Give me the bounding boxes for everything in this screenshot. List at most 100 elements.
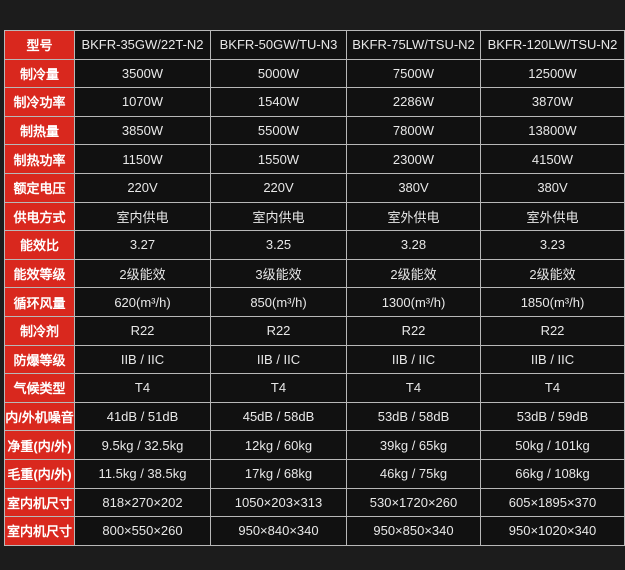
- table-cell: 50kg / 101kg: [480, 430, 625, 460]
- table-cell: T4: [210, 373, 347, 403]
- table-cell: 室外供电: [480, 201, 625, 232]
- table-cell: 818×270×202: [74, 487, 211, 518]
- table-cell: 53dB / 58dB: [346, 401, 481, 432]
- table-cell: 2300W: [346, 144, 481, 174]
- table-row: 内/外机噪音 41dB / 51dB 45dB / 58dB 53dB / 58dB 5…: [4, 401, 625, 432]
- table-row: 制冷功率 1070W 1540W 2286W 3870W: [4, 87, 625, 117]
- table-cell: IIB / IIC: [346, 344, 481, 375]
- table-cell: 3.25: [210, 230, 347, 260]
- table-cell: 1050×203×313: [210, 487, 347, 518]
- table-cell: 45dB / 58dB: [210, 401, 347, 432]
- table-cell: R22: [346, 315, 481, 346]
- table-row: 室内机尺寸 818×270×202 1050×203×313 530×1720×260…: [4, 487, 625, 518]
- row-label: 供电方式: [4, 201, 75, 232]
- table-row: 制冷量 3500W 5000W 7500W 12500W: [4, 58, 625, 89]
- table-row: 防爆等级 IIB / IIC IIB / IIC IIB / IIC IIB / IIC: [4, 344, 625, 375]
- table-cell: 53dB / 59dB: [480, 401, 625, 432]
- table-cell: R22: [480, 315, 625, 346]
- table-cell: 2级能效: [346, 258, 481, 289]
- table-cell: 1550W: [210, 144, 347, 174]
- spec-table: 型号 BKFR-35GW/22T-N2 BKFR-50GW/TU-N3 BKFR-75…: [4, 30, 625, 546]
- table-cell: 66kg / 108kg: [480, 458, 625, 489]
- table-cell: 3.28: [346, 230, 481, 260]
- table-cell: 530×1720×260: [346, 487, 481, 518]
- table-cell: 1070W: [74, 87, 211, 117]
- table-cell: 12kg / 60kg: [210, 430, 347, 460]
- table-cell: IIB / IIC: [210, 344, 347, 375]
- table-cell: 41dB / 51dB: [74, 401, 211, 432]
- table-cell: R22: [210, 315, 347, 346]
- table-cell: 380V: [480, 172, 625, 203]
- row-label: 能效等级: [4, 258, 75, 289]
- table-cell: T4: [74, 373, 211, 403]
- table-row: 能效比 3.27 3.25 3.28 3.23: [4, 230, 625, 260]
- row-label: 能效比: [4, 230, 75, 260]
- table-cell: 3.27: [74, 230, 211, 260]
- table-cell: 7500W: [346, 58, 481, 89]
- table-cell: 2级能效: [74, 258, 211, 289]
- table-cell: 1540W: [210, 87, 347, 117]
- table-cell: 220V: [210, 172, 347, 203]
- table-cell: 1850(m³/h): [480, 287, 625, 317]
- table-cell: BKFR-120LW/TSU-N2: [480, 30, 625, 60]
- row-label: 防爆等级: [4, 344, 75, 375]
- table-cell: 7800W: [346, 115, 481, 146]
- row-label: 制冷量: [4, 58, 75, 89]
- table-cell: 2286W: [346, 87, 481, 117]
- table-cell: 2级能效: [480, 258, 625, 289]
- row-label: 制热量: [4, 115, 75, 146]
- table-cell: 850(m³/h): [210, 287, 347, 317]
- table-cell: 950×1020×340: [480, 516, 625, 546]
- table-cell: T4: [346, 373, 481, 403]
- table-cell: 950×840×340: [210, 516, 347, 546]
- row-label: 毛重(内/外): [4, 458, 75, 489]
- table-cell: 1150W: [74, 144, 211, 174]
- table-row: 气候类型 T4 T4 T4 T4: [4, 373, 625, 403]
- table-row: 额定电压 220V 220V 380V 380V: [4, 172, 625, 203]
- table-cell: 12500W: [480, 58, 625, 89]
- table-cell: 11.5kg / 38.5kg: [74, 458, 211, 489]
- table-cell: 13800W: [480, 115, 625, 146]
- table-cell: 1300(m³/h): [346, 287, 481, 317]
- table-cell: BKFR-50GW/TU-N3: [210, 30, 347, 60]
- table-cell: 605×1895×370: [480, 487, 625, 518]
- table-row: 能效等级 2级能效 3级能效 2级能效 2级能效: [4, 258, 625, 289]
- row-label: 室内机尺寸: [4, 516, 75, 546]
- table-cell: 950×850×340: [346, 516, 481, 546]
- table-cell: IIB / IIC: [480, 344, 625, 375]
- table-cell: 3级能效: [210, 258, 347, 289]
- header-row: 型号 BKFR-35GW/22T-N2 BKFR-50GW/TU-N3 BKFR-75…: [4, 30, 625, 60]
- table-cell: 620(m³/h): [74, 287, 211, 317]
- table-row: 制热功率 1150W 1550W 2300W 4150W: [4, 144, 625, 174]
- table-cell: 3.23: [480, 230, 625, 260]
- row-label: 额定电压: [4, 172, 75, 203]
- table-cell: 3850W: [74, 115, 211, 146]
- table-cell: 3500W: [74, 58, 211, 89]
- table-row: 制热量 3850W 5500W 7800W 13800W: [4, 115, 625, 146]
- table-cell: BKFR-35GW/22T-N2: [74, 30, 211, 60]
- row-label: 气候类型: [4, 373, 75, 403]
- row-label: 制热功率: [4, 144, 75, 174]
- row-label: 内/外机噪音: [4, 401, 75, 432]
- table-cell: 室外供电: [346, 201, 481, 232]
- table-cell: 9.5kg / 32.5kg: [74, 430, 211, 460]
- table-cell: R22: [74, 315, 211, 346]
- table-row: 净重(内/外) 9.5kg / 32.5kg 12kg / 60kg 39kg / 6…: [4, 430, 625, 460]
- row-label: 制冷剂: [4, 315, 75, 346]
- table-cell: 5000W: [210, 58, 347, 89]
- table-cell: 17kg / 68kg: [210, 458, 347, 489]
- row-label: 循环风量: [4, 287, 75, 317]
- table-row: 室内机尺寸 800×550×260 950×840×340 950×850×340 95…: [4, 516, 625, 546]
- table-row: 毛重(内/外) 11.5kg / 38.5kg 17kg / 68kg 46kg / …: [4, 458, 625, 489]
- table-cell: IIB / IIC: [74, 344, 211, 375]
- table-cell: T4: [480, 373, 625, 403]
- row-label: 制冷功率: [4, 87, 75, 117]
- table-cell: 380V: [346, 172, 481, 203]
- table-cell: 39kg / 65kg: [346, 430, 481, 460]
- table-cell: 室内供电: [74, 201, 211, 232]
- table-row: 循环风量 620(m³/h) 850(m³/h) 1300(m³/h) 1850(m³/…: [4, 287, 625, 317]
- table-cell: 5500W: [210, 115, 347, 146]
- table-cell: 46kg / 75kg: [346, 458, 481, 489]
- row-label: 型号: [4, 30, 75, 60]
- table-cell: BKFR-75LW/TSU-N2: [346, 30, 481, 60]
